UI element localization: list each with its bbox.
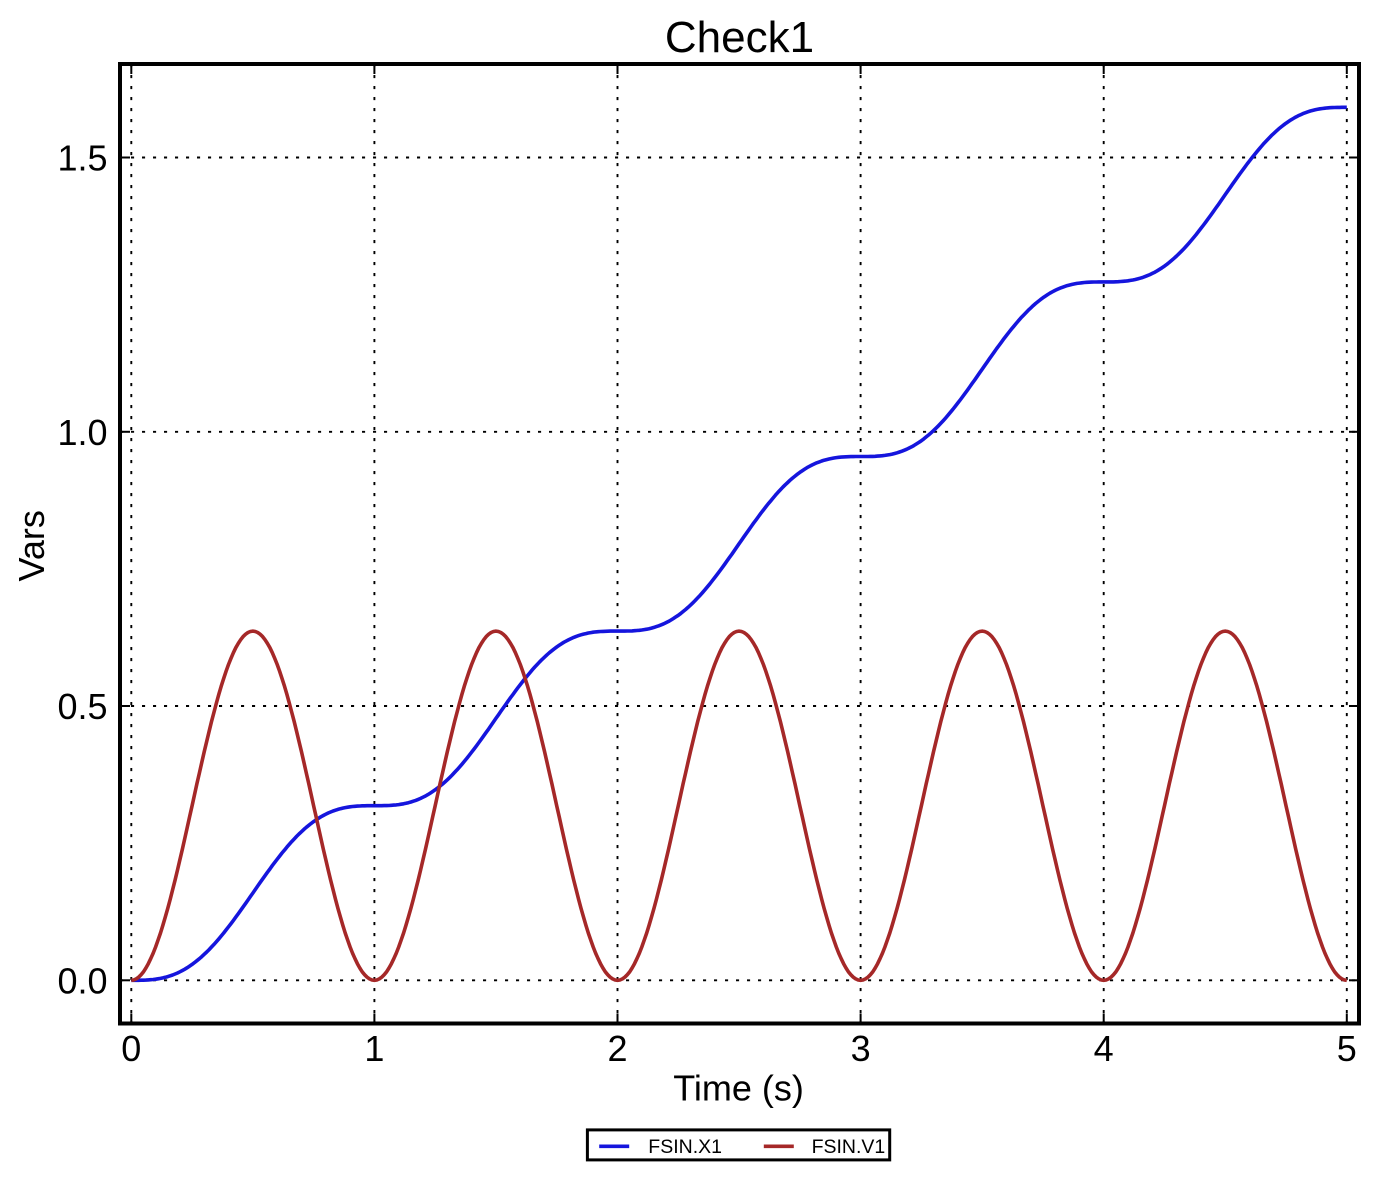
- svg-text:0.0: 0.0: [57, 960, 107, 1001]
- svg-text:0.5: 0.5: [57, 686, 107, 727]
- svg-text:5: 5: [1337, 1028, 1357, 1069]
- svg-text:1.0: 1.0: [57, 412, 107, 453]
- svg-text:1.5: 1.5: [57, 138, 107, 179]
- svg-text:FSIN.X1: FSIN.X1: [648, 1136, 722, 1158]
- svg-text:FSIN.V1: FSIN.V1: [812, 1136, 886, 1158]
- svg-text:2: 2: [607, 1028, 627, 1069]
- svg-text:Check1: Check1: [665, 13, 814, 62]
- svg-text:4: 4: [1094, 1028, 1114, 1069]
- svg-text:Time (s): Time (s): [673, 1068, 804, 1109]
- svg-text:1: 1: [364, 1028, 384, 1069]
- svg-text:0: 0: [121, 1028, 141, 1069]
- svg-text:3: 3: [851, 1028, 871, 1069]
- svg-text:Vars: Vars: [11, 510, 52, 581]
